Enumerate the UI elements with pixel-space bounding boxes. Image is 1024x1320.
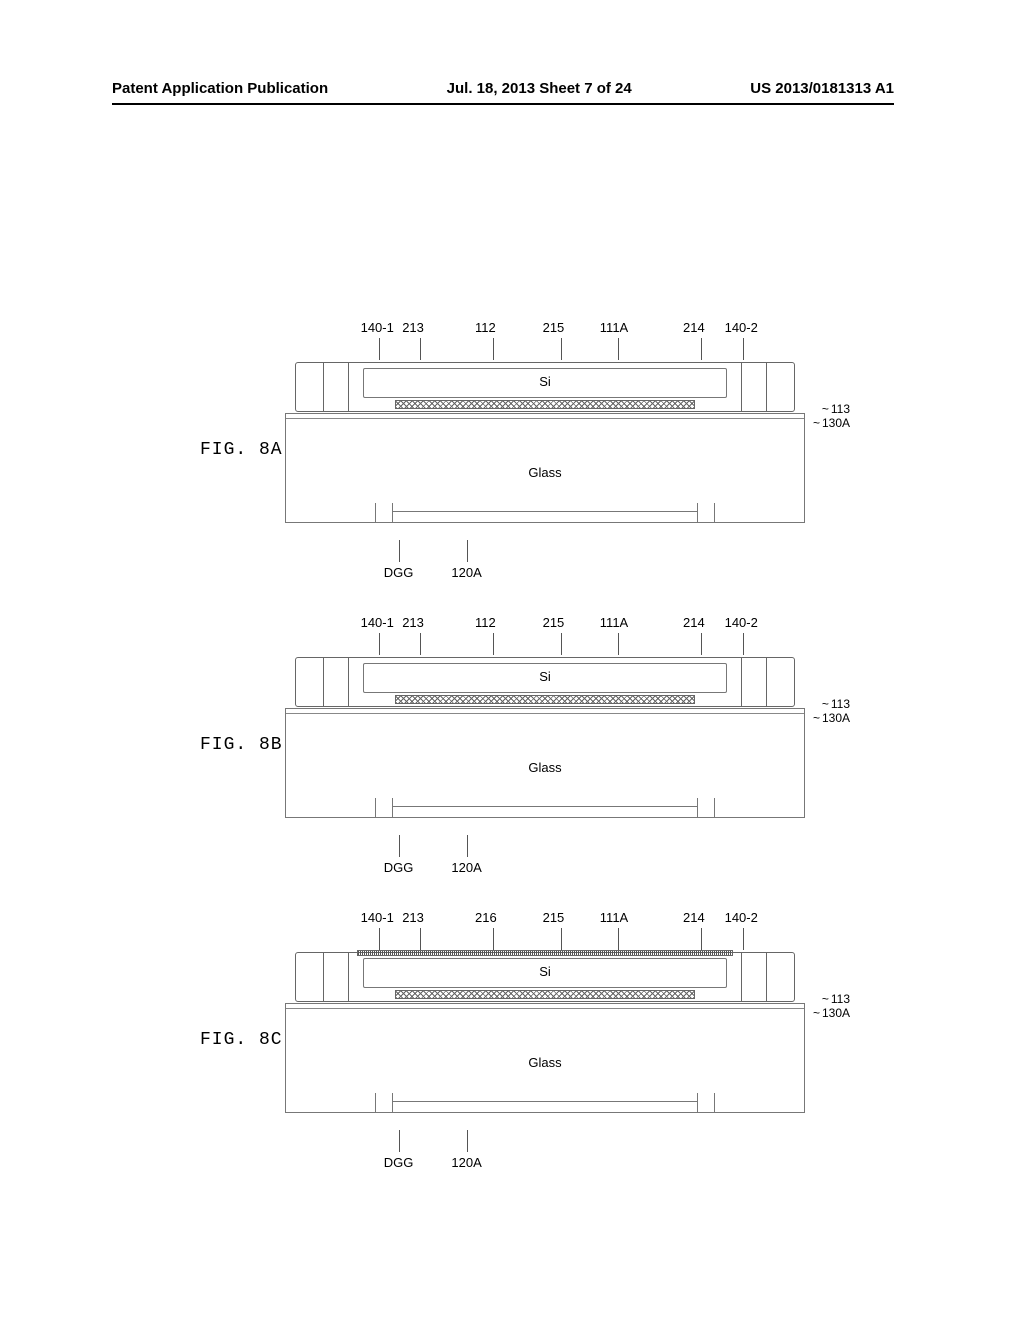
ref-label: 215 bbox=[543, 615, 565, 630]
ref-label: 111A bbox=[600, 320, 628, 335]
top-ref-labels: 140-1 213 112 215 111A 214 140-2 bbox=[285, 615, 805, 643]
ref-dgg: DGG bbox=[384, 1155, 414, 1170]
ref-113: ~113 bbox=[822, 402, 850, 416]
leader-line bbox=[743, 633, 744, 655]
header-right: US 2013/0181313 A1 bbox=[750, 80, 894, 97]
leader-line bbox=[379, 928, 380, 950]
ref-120A: 120A bbox=[451, 565, 481, 580]
ref-label: 140-1 bbox=[361, 615, 394, 630]
leader-line bbox=[493, 633, 494, 655]
ref-label: 140-2 bbox=[725, 615, 758, 630]
ref-label: 112 bbox=[475, 320, 496, 335]
figure-8A: FIG. 8A 140-1 213 112 215 111A 214 140-2 Si Glass… bbox=[200, 320, 850, 590]
leader-line bbox=[701, 633, 702, 655]
glass-label: Glass bbox=[285, 1055, 805, 1070]
si-label: Si bbox=[285, 374, 805, 389]
dgg-recess bbox=[393, 511, 697, 523]
ref-120A: 120A bbox=[451, 1155, 481, 1170]
leader-line bbox=[743, 928, 744, 950]
figures-container: FIG. 8A 140-1 213 112 215 111A 214 140-2 Si Glass… bbox=[200, 320, 850, 1205]
ref-label: 112 bbox=[475, 615, 496, 630]
ref-label: 111A bbox=[600, 910, 628, 925]
dgg-recess bbox=[393, 1101, 697, 1113]
glass-label: Glass bbox=[285, 760, 805, 775]
ref-label: 213 bbox=[402, 910, 424, 925]
ref-dgg: DGG bbox=[384, 860, 414, 875]
bonding-layer-hatch bbox=[395, 695, 695, 704]
leader-line bbox=[618, 338, 619, 360]
ref-label: 214 bbox=[683, 910, 705, 925]
leader-line bbox=[561, 928, 562, 950]
header-center: Jul. 18, 2013 Sheet 7 of 24 bbox=[447, 80, 632, 97]
dgg-recess bbox=[393, 806, 697, 818]
leader-line bbox=[493, 338, 494, 360]
dgg-notch-left bbox=[375, 1093, 393, 1113]
leader-line bbox=[379, 338, 380, 360]
ref-label: 140-1 bbox=[361, 320, 394, 335]
top-ref-labels: 140-1 213 112 215 111A 214 140-2 bbox=[285, 320, 805, 348]
ref-label: 140-1 bbox=[361, 910, 394, 925]
leader-line bbox=[467, 1130, 468, 1152]
page-header: Patent Application Publication Jul. 18, … bbox=[112, 80, 894, 105]
bonding-layer-hatch bbox=[395, 990, 695, 999]
ref-label: 216 bbox=[475, 910, 497, 925]
leader-line bbox=[561, 633, 562, 655]
si-label: Si bbox=[285, 669, 805, 684]
dgg-notch-right bbox=[697, 503, 715, 523]
ref-120A: 120A bbox=[451, 860, 481, 875]
bonding-layer-hatch bbox=[395, 400, 695, 409]
top-ref-labels: 140-1 213 216 215 111A 214 140-2 bbox=[285, 910, 805, 938]
ref-dgg: DGG bbox=[384, 565, 414, 580]
bottom-ref-labels: DGG 120A bbox=[285, 550, 805, 580]
cross-section-diagram: 140-1213112215111A214140-2SiGlass~113~13… bbox=[285, 320, 805, 580]
si-label: Si bbox=[285, 964, 805, 979]
ref-label: 214 bbox=[683, 320, 705, 335]
figure-label: FIG. 8C bbox=[200, 1030, 283, 1050]
leader-line bbox=[420, 633, 421, 655]
ref-label: 213 bbox=[402, 320, 424, 335]
cross-section-diagram: 140-1213216215111A214140-2SiGlass~113~13… bbox=[285, 910, 805, 1170]
bottom-ref-labels: DGG 120A bbox=[285, 845, 805, 875]
dgg-notch-right bbox=[697, 798, 715, 818]
ref-label: 215 bbox=[543, 320, 565, 335]
leader-line bbox=[467, 540, 468, 562]
figure-8B: FIG. 8B 140-1 213 112 215 111A 214 140-2 Si Glass… bbox=[200, 615, 850, 885]
leader-line bbox=[618, 633, 619, 655]
leader-line bbox=[399, 540, 400, 562]
ref-130A: ~130A bbox=[813, 1006, 850, 1020]
figure-label: FIG. 8A bbox=[200, 440, 283, 460]
ref-label: 140-2 bbox=[725, 320, 758, 335]
bottom-ref-labels: DGG 120A bbox=[285, 1140, 805, 1170]
ref-113: ~113 bbox=[822, 697, 850, 711]
leader-line bbox=[379, 633, 380, 655]
leader-line bbox=[618, 928, 619, 950]
leader-line bbox=[743, 338, 744, 360]
figure-8C: FIG. 8C 140-1 213 216 215 111A 214 140-2 Si Glass… bbox=[200, 910, 850, 1180]
leader-line bbox=[701, 338, 702, 360]
leader-line bbox=[467, 835, 468, 857]
ref-label: 111A bbox=[600, 615, 628, 630]
cross-section-diagram: 140-1213112215111A214140-2SiGlass~113~13… bbox=[285, 615, 805, 875]
dgg-notch-left bbox=[375, 798, 393, 818]
leader-line bbox=[493, 928, 494, 950]
leader-line bbox=[399, 835, 400, 857]
header-left: Patent Application Publication bbox=[112, 80, 328, 97]
ref-130A: ~130A bbox=[813, 416, 850, 430]
leader-line bbox=[561, 338, 562, 360]
dgg-notch-left bbox=[375, 503, 393, 523]
ref-113: ~113 bbox=[822, 992, 850, 1006]
ref-label: 215 bbox=[543, 910, 565, 925]
dgg-notch-right bbox=[697, 1093, 715, 1113]
ref-label: 213 bbox=[402, 615, 424, 630]
leader-line bbox=[701, 928, 702, 950]
ref-label: 140-2 bbox=[725, 910, 758, 925]
glass-label: Glass bbox=[285, 465, 805, 480]
figure-label: FIG. 8B bbox=[200, 735, 283, 755]
ref-130A: ~130A bbox=[813, 711, 850, 725]
top-film-216 bbox=[357, 950, 733, 956]
leader-line bbox=[399, 1130, 400, 1152]
leader-line bbox=[420, 338, 421, 360]
leader-line bbox=[420, 928, 421, 950]
ref-label: 214 bbox=[683, 615, 705, 630]
